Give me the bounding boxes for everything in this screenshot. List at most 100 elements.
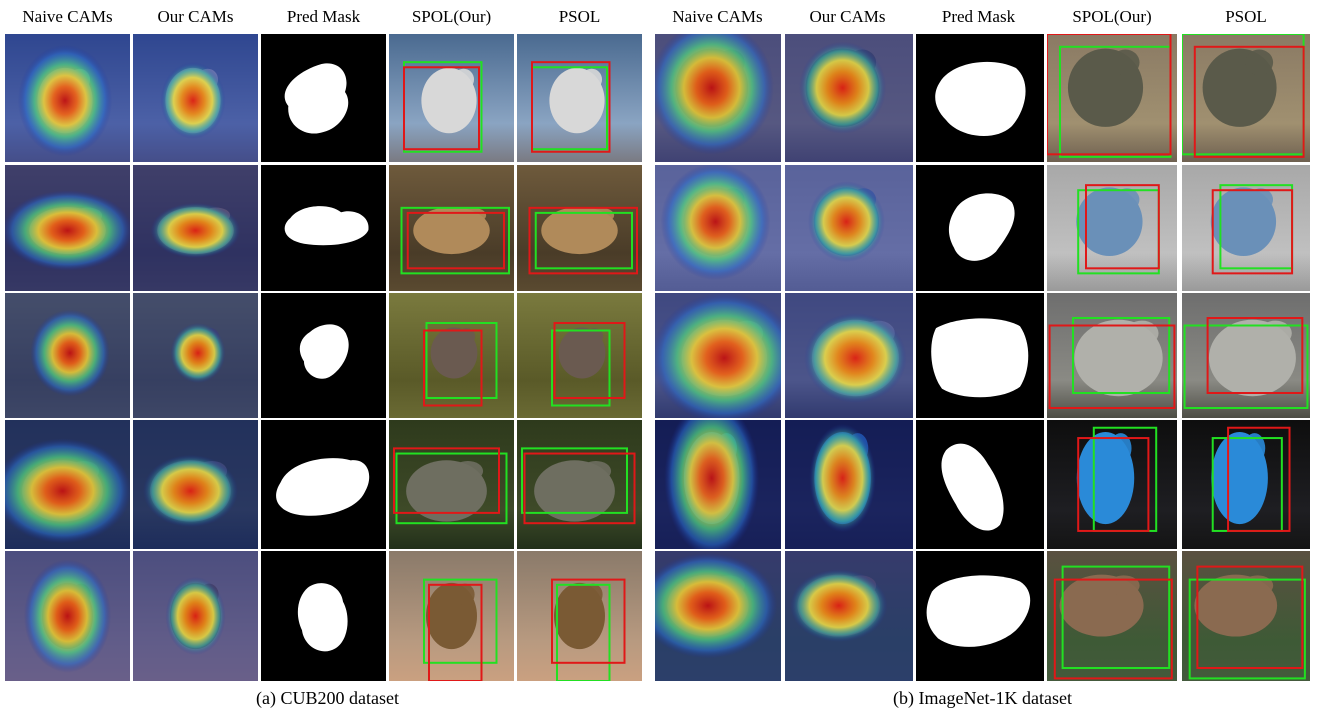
predicted-box [528, 206, 638, 275]
ground-truth-box [400, 206, 510, 275]
object-head [1248, 188, 1274, 211]
object-head [453, 68, 475, 91]
col-header-naive-cams: Naive CAMs [672, 7, 763, 26]
naive-cam-image [655, 420, 781, 549]
predicted-box [551, 578, 626, 664]
cam-heatmap [664, 420, 760, 549]
our-cam-image [133, 165, 258, 291]
psol-result-image [517, 551, 642, 681]
object-head [1114, 188, 1140, 211]
our-cam-image [133, 551, 258, 681]
naive-cam-image [655, 165, 781, 291]
predicted-box [531, 61, 611, 153]
predicted-box [1196, 565, 1304, 670]
predicted-mask-shape [276, 458, 370, 516]
object-head [581, 68, 603, 91]
naive-cam-image [655, 34, 781, 162]
ground-truth-box [521, 447, 628, 514]
object-head [580, 460, 612, 482]
pred-mask-image [916, 420, 1044, 549]
ground-truth-box [1183, 324, 1309, 409]
ground-truth-box [551, 329, 611, 407]
predicted-box [1047, 34, 1172, 156]
object-head [1125, 320, 1159, 346]
cam-heatmap [809, 423, 876, 533]
pred-mask-image [916, 165, 1044, 291]
predicted-box [406, 211, 505, 270]
predicted-mask-shape [926, 575, 1031, 647]
predicted-mask-shape [931, 318, 1029, 398]
object-head [585, 207, 615, 224]
predicted-box [1211, 189, 1294, 275]
our-cam-image [785, 165, 913, 291]
object-head [1109, 433, 1132, 464]
our-cam-image [785, 34, 913, 162]
spol-result-image [1047, 293, 1177, 418]
object-head [1108, 575, 1140, 596]
spol-result-image [389, 420, 514, 549]
object-head [452, 460, 484, 482]
cam-heatmap [655, 293, 781, 418]
col-header-spol: SPOL(Our) [1072, 7, 1152, 26]
col-header-pred-mask: Pred Mask [286, 7, 361, 26]
col-header-psol: PSOL [558, 7, 601, 26]
object-head [457, 328, 476, 345]
predicted-box [403, 66, 480, 151]
spol-result-image [1047, 165, 1177, 291]
our-cam-image [133, 420, 258, 549]
spol-result-image [389, 551, 514, 681]
ground-truth-box [425, 322, 498, 399]
ground-truth-box [1188, 578, 1306, 680]
object-head [455, 583, 475, 606]
naive-cam-image [655, 551, 781, 681]
object-head [1242, 575, 1274, 596]
psol-result-image [1182, 165, 1310, 291]
pred-mask-image [261, 420, 386, 549]
object-head [583, 583, 603, 606]
psol-result-image [1182, 420, 1310, 549]
naive-cam-image [5, 420, 130, 549]
predicted-box [1048, 324, 1176, 409]
our-cam-image [133, 293, 258, 418]
pred-mask-image [916, 293, 1044, 418]
psol-result-image [517, 293, 642, 418]
predicted-mask-shape [941, 443, 1004, 531]
cam-heatmap [160, 62, 226, 139]
object-head [457, 207, 487, 224]
predicted-mask-shape [284, 63, 349, 134]
col-header-naive-cams: Naive CAMs [22, 7, 113, 26]
psol-result-image [1182, 293, 1310, 418]
spol-result-image [1047, 551, 1177, 681]
spol-result-image [389, 165, 514, 291]
predicted-mask-shape [284, 206, 369, 246]
panel-imagenet: Naive CAMs Our CAMs Pred Mask SPOL(Our) … [655, 0, 1310, 717]
pred-mask-image [916, 551, 1044, 681]
predicted-box [1206, 317, 1304, 394]
object-head [585, 328, 604, 345]
predicted-box [1053, 578, 1173, 680]
cam-heatmap [24, 559, 111, 673]
psol-result-image [517, 165, 642, 291]
our-cam-image [133, 34, 258, 162]
col-header-spol: SPOL(Our) [411, 7, 492, 26]
col-header-our-cams: Our CAMs [809, 7, 886, 26]
ground-truth-box [1061, 565, 1171, 670]
pred-mask-image [261, 551, 386, 681]
predicted-box [1085, 184, 1160, 270]
psol-result-image [1182, 34, 1310, 162]
naive-cam-image [5, 551, 130, 681]
object-head [1111, 49, 1140, 76]
predicted-box [1193, 45, 1305, 158]
ground-truth-box [395, 452, 508, 525]
cam-heatmap [30, 309, 110, 397]
naive-cam-image [655, 293, 781, 418]
predicted-box [1227, 426, 1291, 532]
predicted-box [553, 322, 626, 399]
pred-mask-image [261, 165, 386, 291]
object-head [1245, 49, 1274, 76]
our-cam-image [785, 551, 913, 681]
pred-mask-image [261, 293, 386, 418]
cam-heatmap [655, 552, 778, 659]
naive-cam-image [5, 165, 130, 291]
object-head [1259, 320, 1292, 346]
